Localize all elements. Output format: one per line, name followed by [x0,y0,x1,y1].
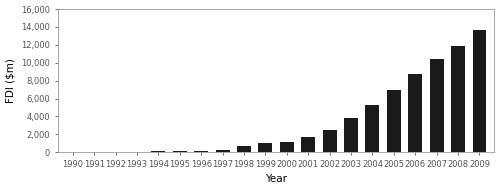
Bar [280,142,294,152]
X-axis label: Year: Year [265,174,287,184]
Bar [344,118,358,152]
Bar [216,150,230,152]
Bar [173,151,186,152]
Bar [387,90,401,152]
Bar [152,151,166,152]
Bar [366,105,380,152]
Bar [430,59,444,152]
Y-axis label: FDI ($m): FDI ($m) [6,58,16,103]
Bar [237,146,251,152]
Bar [301,137,315,152]
Bar [451,46,465,152]
Bar [472,30,486,152]
Bar [322,130,336,152]
Bar [194,151,208,152]
Bar [258,143,272,152]
Bar [408,74,422,152]
